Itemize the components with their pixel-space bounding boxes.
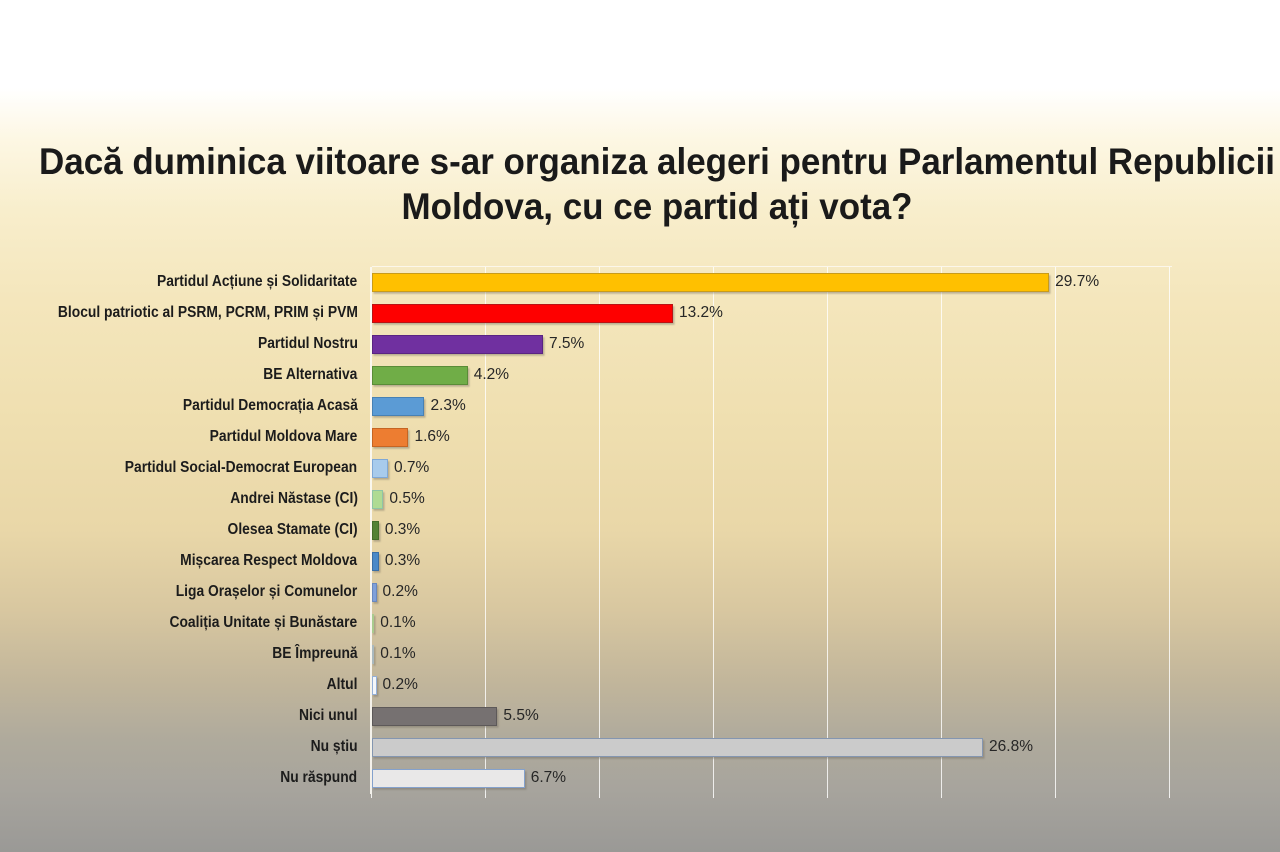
bar [372, 706, 498, 726]
category-label: Coaliția Unitate și Bunăstare [169, 614, 358, 632]
category-label: Altul [326, 676, 358, 694]
value-label: 0.7% [393, 459, 430, 477]
axis-tick-5pct [484, 793, 487, 798]
gridline-20pct [826, 266, 829, 794]
gridline-25pct [940, 266, 943, 794]
bar [372, 489, 384, 509]
value-label: 0.5% [389, 490, 425, 508]
category-label: Nu știu [310, 738, 358, 756]
value-label: 0.2% [382, 583, 418, 601]
gridline-10pct [598, 266, 601, 794]
value-label: 7.5% [549, 335, 585, 353]
bar [372, 737, 984, 757]
value-label: 0.1% [380, 645, 416, 663]
category-label: Nici unul [299, 707, 358, 725]
bar [372, 427, 409, 447]
bar [372, 396, 425, 416]
axis-tick-15pct [712, 793, 715, 798]
axis-tick-0pct [370, 793, 373, 798]
axis-tick-25pct [940, 793, 943, 798]
axis-tick-30pct [1054, 793, 1057, 798]
bar [372, 675, 377, 695]
category-label: Liga Orașelor și Comunelor [175, 583, 358, 601]
category-label: BE Împreună [272, 645, 358, 663]
bar [372, 520, 379, 540]
bar [372, 365, 468, 385]
value-label: 13.2% [678, 304, 723, 322]
category-label: Partidul Social-Democrat European [125, 459, 358, 477]
gridline-5pct [484, 266, 487, 794]
bar [372, 768, 525, 788]
category-label: Nu răspund [280, 769, 358, 787]
axis-tick-35pct [1168, 793, 1171, 798]
bar [372, 613, 375, 633]
bar [372, 551, 379, 571]
chart-title-line-1: Dacă duminica viitoare s-ar organiza ale… [38, 141, 1275, 182]
axis-tick-20pct [826, 793, 829, 798]
gridline-30pct [1054, 266, 1057, 794]
value-label: 26.8% [989, 738, 1033, 756]
gridline-35pct [1168, 266, 1171, 794]
category-label: Partidul Acțiune și Solidaritate [157, 273, 358, 291]
bar [372, 458, 388, 478]
value-label: 1.6% [414, 428, 450, 446]
bar [372, 303, 673, 323]
category-label: BE Alternativa [263, 366, 358, 384]
category-label: Partidul Nostru [257, 335, 358, 353]
bar [372, 644, 375, 664]
category-label: Partidul Democrația Acasă [182, 397, 358, 415]
axis-tick-10pct [598, 793, 601, 798]
bar [372, 272, 1050, 292]
plot-area-top-border [371, 265, 1172, 267]
gridline-15pct [712, 266, 715, 794]
chart-title-line-2: Moldova, cu ce partid ați vota? [400, 185, 913, 227]
category-label: Olesea Stamate (CI) [227, 521, 358, 539]
value-label: 0.2% [382, 676, 418, 694]
category-label: Blocul patriotic al PSRM, PCRM, PRIM și … [57, 304, 358, 322]
category-label: Partidul Moldova Mare [209, 428, 358, 446]
bar [372, 334, 543, 354]
value-label: 2.3% [430, 397, 466, 415]
value-label: 4.2% [473, 366, 510, 384]
value-label: 6.7% [530, 769, 567, 787]
category-label: Andrei Năstase (CI) [229, 490, 358, 508]
bar [372, 582, 377, 602]
category-axis-line [369, 266, 372, 794]
plot-area [369, 265, 1172, 798]
value-label: 0.1% [380, 614, 416, 632]
category-label: Mișcarea Respect Moldova [180, 552, 358, 570]
value-label: 5.5% [503, 707, 539, 725]
value-label: 0.3% [384, 521, 421, 539]
value-label: 0.3% [384, 552, 421, 570]
value-label: 29.7% [1055, 273, 1100, 291]
